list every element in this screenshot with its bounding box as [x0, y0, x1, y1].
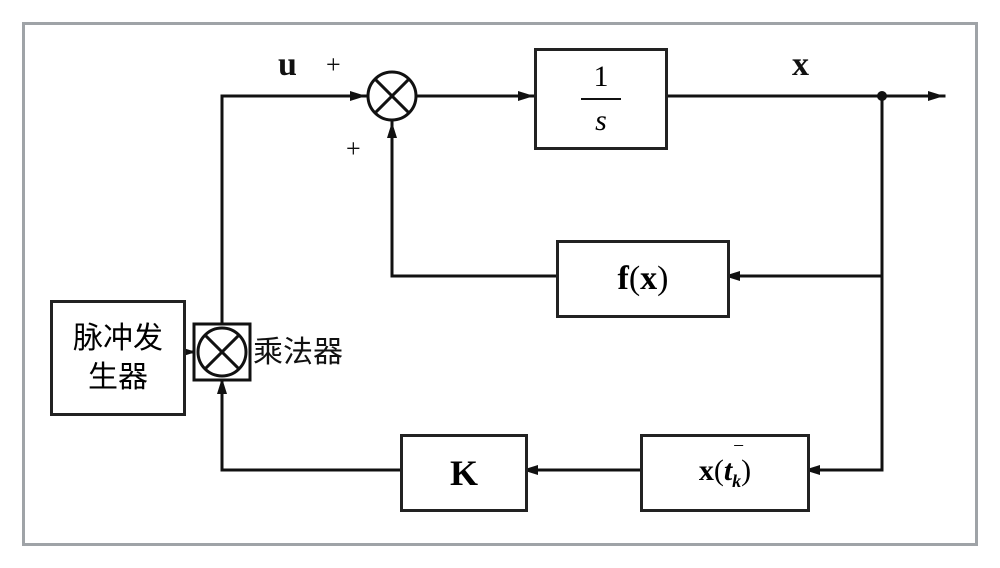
signal-x-label: x	[792, 48, 809, 82]
integrator-block: 1 s	[534, 48, 668, 150]
integrator-numer: 1	[594, 60, 609, 94]
fx-block: f(x)	[556, 240, 730, 318]
multiplier-label: 乘法器	[253, 338, 343, 368]
fraction-bar	[581, 98, 621, 100]
integrator-fraction: 1 s	[581, 60, 621, 138]
signal-u-label: u	[278, 48, 297, 82]
gain-K-label: K	[450, 452, 478, 494]
sampler-xtk-label: x(tk−)	[699, 454, 751, 492]
pulse-generator-label: 脉冲发 生器	[73, 319, 163, 397]
fx-label: f(x)	[618, 260, 669, 298]
summer-plus-top: +	[326, 52, 341, 78]
sampler-xtk-block: x(tk−)	[640, 434, 810, 512]
gain-K-block: K	[400, 434, 528, 512]
pulse-generator-block: 脉冲发 生器	[50, 300, 186, 416]
integrator-denom: s	[595, 104, 607, 138]
summer-plus-bottom: +	[346, 136, 361, 162]
